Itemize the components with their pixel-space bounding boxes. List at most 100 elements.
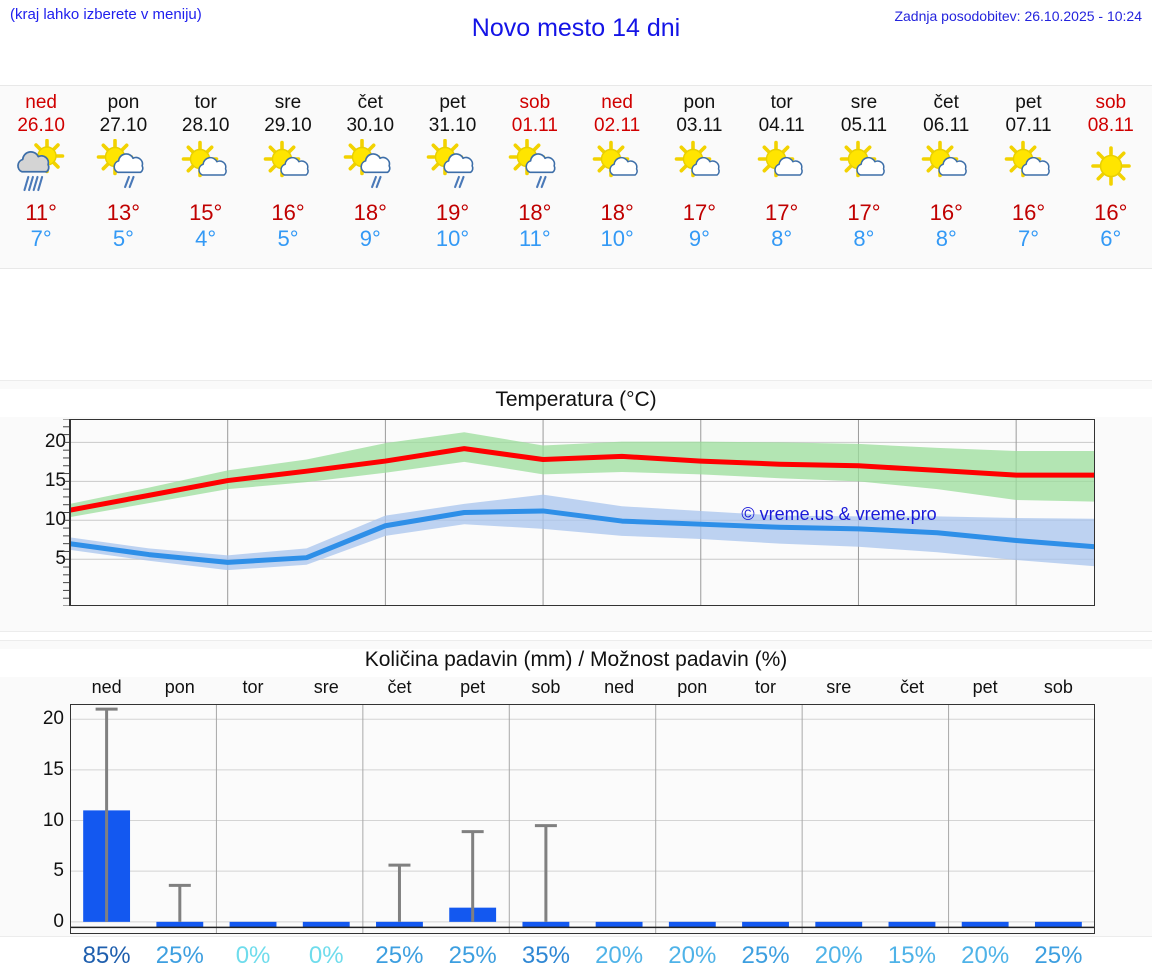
last-update-label: Zadnja posodobitev: 26.10.2025 - 10:24 [894,8,1142,24]
precipitation-svg [70,704,1095,934]
precipitation-x-tick: ned [604,677,635,697]
sun-cloud-heavy-rain-icon [5,139,77,197]
forecast-day-column[interactable]: sob 08.11 16° 6° [1070,86,1152,268]
precipitation-probability-row: 85% 25% 0% 0% 25% 25% 35% 20% 20% 25% 20% 15% 20% 25% [70,942,1095,974]
sun-cloud-icon [581,139,653,197]
precipitation-x-tick: tor [755,677,777,697]
precipitation-x-tick: pon [164,677,195,697]
max-temperature: 11° [25,200,57,225]
sun-cloud-icon [663,139,735,197]
precipitation-probability: 20% [814,942,863,969]
precipitation-y-tick: 20 [42,708,64,730]
precipitation-probability: 85% [82,942,131,969]
sun-cloud-rain-icon [499,139,571,197]
temperature-y-tick: 20 [44,431,66,453]
precipitation-y-tick: 5 [53,860,64,882]
sun-cloud-rain-icon [334,139,406,197]
precipitation-chart-panel: Količina padavin (mm) / Možnost padavin … [0,640,1152,969]
min-temperature: 9° [688,226,710,251]
day-of-week-label: pon [107,92,140,113]
page-header: (kraj lahko izberete v meniju) Novo mest… [0,0,1152,62]
max-temperature: 17° [765,200,799,225]
forecast-day-column[interactable]: pet 31.10 19° 10° [411,86,493,268]
day-date-label: 08.11 [1087,115,1134,136]
day-date-label: 30.10 [346,115,395,136]
precipitation-y-tick: 10 [42,809,64,831]
forecast-day-column[interactable]: tor 28.10 15° 4° [165,86,247,268]
day-of-week-label: tor [770,92,793,113]
sun-cloud-icon [910,139,982,197]
precipitation-x-axis-labels: ned pon tor sre čet pet sob ned pon tor sre čet pet s… [70,677,1095,701]
min-temperature: 5° [112,226,134,251]
page-title: Novo mesto 14 dni [471,14,681,42]
precipitation-probability: 25% [1034,942,1083,969]
sun-cloud-rain-icon [417,139,489,197]
precipitation-y-tick: 0 [53,910,64,932]
sun-cloud-icon [170,139,242,197]
max-temperature: 18° [600,200,634,225]
min-temperature: 8° [771,226,793,251]
min-temperature: 10° [435,226,470,251]
forecast-day-column[interactable]: sob 01.11 18° 11° [494,86,576,268]
precipitation-chart-title: Količina padavin (mm) / Možnost padavin … [0,649,1152,677]
max-temperature: 16° [1011,200,1046,225]
precipitation-plot-area [70,704,1095,934]
temperature-chart-panel: Temperatura (°C) 5 10 15 20 © vreme.us & vr… [0,380,1152,632]
day-of-week-label: sob [519,92,551,113]
precipitation-y-axis: 0 5 10 15 20 [20,704,64,934]
precipitation-probability: 25% [375,942,424,969]
temperature-axis-ticks [63,419,70,606]
precipitation-x-tick: ned [91,677,122,697]
forecast-day-column[interactable]: pet 07.11 16° 7° [987,86,1069,268]
temperature-svg [67,419,1098,606]
precipitation-probability: 25% [741,942,790,969]
max-temperature: 18° [518,200,552,225]
forecast-day-column[interactable]: sre 05.11 17° 8° [823,86,905,268]
sun-cloud-icon [746,139,818,197]
forecast-day-column[interactable]: pon 03.11 17° 9° [658,86,740,268]
forecast-day-column[interactable]: pon 27.10 13° 5° [82,86,164,268]
max-temperature: 16° [1094,200,1128,225]
precipitation-x-tick: pon [677,677,708,697]
min-temperature: 8° [853,226,875,251]
precipitation-probability: 20% [961,942,1010,969]
forecast-day-column[interactable]: ned 02.11 18° 10° [576,86,658,268]
precipitation-probability: 15% [887,942,936,969]
forecast-day-column[interactable]: čet 30.10 18° 9° [329,86,411,268]
day-date-label: 06.11 [923,115,970,136]
day-of-week-label: tor [194,92,217,113]
temperature-y-axis: 5 10 15 20 [22,419,66,606]
forecast-day-column[interactable]: ned 26.10 11° 7° [0,86,82,268]
menu-hint[interactable]: (kraj lahko izberete v meniju) [10,6,202,23]
min-temperature: 7° [1017,226,1040,251]
day-of-week-label: pon [683,92,716,113]
day-date-label: 05.11 [840,115,888,136]
min-temperature: 7° [30,226,52,251]
day-date-label: 02.11 [594,115,641,136]
forecast-day-column[interactable]: čet 06.11 16° 8° [905,86,987,268]
precipitation-probability: 35% [521,942,570,969]
precipitation-x-tick: čet [899,677,924,697]
forecast-day-column[interactable]: tor 04.11 17° 8° [741,86,823,268]
sun-cloud-rain-icon [87,139,159,197]
day-of-week-label: sre [274,92,302,113]
day-date-label: 29.10 [264,115,312,136]
temperature-y-tick: 15 [44,470,66,492]
min-temperature: 10° [600,226,634,251]
max-temperature: 15° [189,200,223,225]
precipitation-probability: 0% [308,942,344,969]
day-date-label: 27.10 [99,115,148,136]
precipitation-x-tick: sob [1043,677,1073,697]
day-of-week-label: sob [1095,92,1127,113]
precipitation-x-tick: sre [313,677,339,697]
forecast-day-column[interactable]: sre 29.10 16° 5° [247,86,329,268]
temperature-chart-title: Temperatura (°C) [0,389,1152,417]
precipitation-probability: 20% [668,942,717,969]
max-temperature: 13° [106,200,141,225]
precipitation-x-tick: tor [242,677,264,697]
min-temperature: 9° [359,226,381,251]
day-date-label: 01.11 [511,115,558,136]
precipitation-probability: 20% [595,942,644,969]
min-temperature: 6° [1100,226,1122,251]
day-of-week-label: sre [850,92,878,113]
